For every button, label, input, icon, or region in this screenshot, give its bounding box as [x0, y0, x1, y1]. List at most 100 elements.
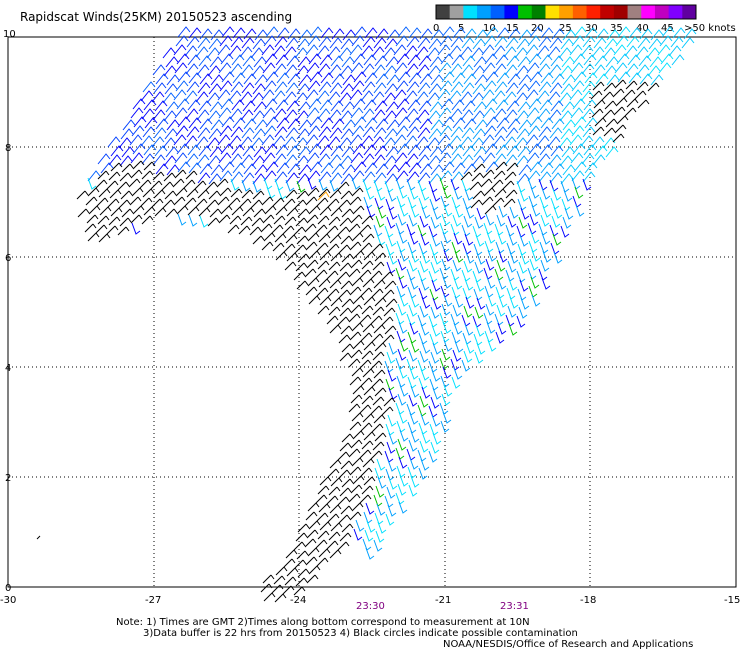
wind-barb	[377, 206, 387, 219]
wind-barb	[428, 128, 442, 140]
wind-barb	[452, 214, 462, 227]
wind-barb	[317, 191, 330, 201]
wind-barb	[450, 81, 464, 93]
wind-barb	[385, 56, 399, 68]
wind-barb	[351, 277, 364, 287]
wind-barb	[221, 161, 235, 173]
wind-barb	[370, 315, 383, 325]
wind-barb	[525, 89, 539, 101]
wind-barb	[617, 26, 631, 38]
wind-barb	[254, 164, 268, 176]
wind-barb	[419, 440, 429, 453]
x-tick-minus18: -18	[580, 595, 596, 606]
wind-barb	[430, 74, 444, 86]
wind-barb	[316, 135, 330, 147]
wind-barb	[462, 55, 476, 67]
wind-barb	[320, 117, 334, 129]
wind-barb	[307, 547, 320, 557]
wind-barb	[339, 65, 353, 77]
wind-barb	[492, 90, 506, 102]
wind-barb	[207, 217, 220, 227]
wind-barb	[230, 126, 244, 138]
wind-barb	[352, 250, 365, 260]
wind-barb	[474, 306, 484, 319]
wind-barb	[296, 235, 309, 245]
wind-barb	[122, 119, 136, 131]
wind-barb	[409, 457, 419, 470]
wind-barb	[142, 188, 155, 198]
wind-barb	[326, 540, 339, 550]
wind-barb	[471, 65, 485, 77]
wind-barb	[637, 99, 650, 109]
wind-barb	[432, 252, 442, 265]
wind-barb	[162, 199, 175, 209]
wind-barb	[361, 440, 374, 450]
wind-barb	[316, 242, 329, 252]
wind-barb	[351, 80, 365, 92]
wind-barb	[165, 146, 179, 158]
wind-barb	[410, 385, 420, 398]
wind-barb	[382, 137, 396, 149]
wind-barb	[605, 118, 618, 128]
y-tick-0: 0	[5, 583, 11, 594]
wind-barb	[296, 173, 310, 185]
wind-barb	[295, 110, 309, 122]
wind-barb	[606, 29, 620, 41]
wind-barb	[297, 146, 311, 158]
wind-barb	[338, 137, 352, 149]
wind-barb	[464, 188, 474, 201]
wind-barb	[529, 116, 543, 128]
wind-barb	[228, 135, 242, 147]
wind-barb	[209, 146, 223, 158]
wind-barb	[421, 206, 431, 219]
wind-barb	[515, 155, 529, 167]
wind-barb	[483, 125, 497, 137]
wind-barb	[161, 181, 174, 191]
wind-barb	[87, 187, 100, 197]
wind-barb	[420, 458, 430, 471]
wind-barb	[382, 47, 396, 59]
wind-barb	[360, 242, 373, 252]
wind-barb	[552, 233, 562, 246]
wind-barb	[151, 136, 165, 148]
wind-barb	[162, 92, 176, 104]
wind-barb	[660, 53, 674, 65]
wind-barb	[399, 429, 409, 442]
wind-barb	[330, 55, 344, 67]
wind-barb	[375, 215, 385, 228]
wind-barb	[339, 155, 353, 167]
wind-barb	[474, 119, 488, 131]
wind-barb	[387, 234, 397, 247]
wind-barb	[484, 143, 498, 155]
wind-barb	[86, 214, 99, 224]
wind-barb	[549, 37, 563, 49]
wind-barb	[329, 82, 343, 94]
wind-barb	[550, 55, 564, 67]
wind-barb	[308, 250, 321, 260]
wind-barb	[326, 495, 339, 505]
wind-barb	[427, 110, 441, 122]
wind-barb	[553, 206, 563, 219]
wind-barb	[331, 163, 345, 175]
wind-barb	[317, 108, 331, 120]
wind-barb	[199, 215, 209, 228]
wind-barb	[360, 332, 373, 342]
wind-barb	[326, 270, 339, 280]
wind-barb	[339, 487, 352, 497]
wind-barb	[187, 99, 201, 111]
wind-barb	[541, 232, 551, 245]
wind-barb	[232, 27, 246, 39]
wind-barb	[352, 143, 366, 155]
wind-barb	[250, 47, 264, 59]
wind-barb	[327, 91, 341, 103]
wind-barb	[442, 186, 452, 199]
wind-barb	[174, 169, 187, 179]
wind-barb	[219, 35, 233, 47]
wind-barb	[197, 172, 211, 184]
wind-barb	[315, 269, 328, 279]
wind-barb	[520, 297, 530, 310]
wind-barb	[218, 107, 232, 119]
wind-barb	[153, 189, 166, 199]
wind-barb	[154, 145, 168, 157]
wind-barb	[507, 73, 521, 85]
